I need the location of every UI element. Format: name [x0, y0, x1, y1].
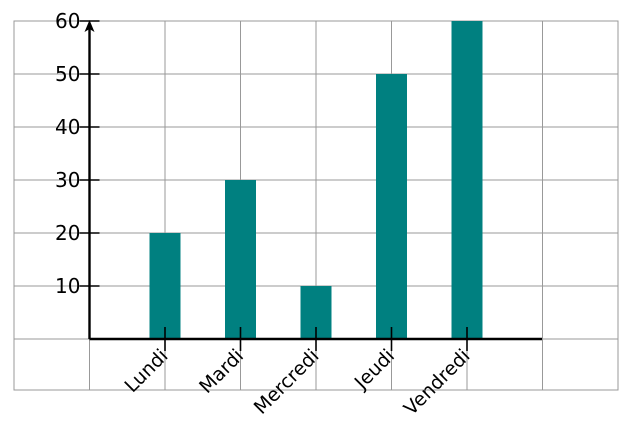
y-axis-arrow: [84, 20, 95, 32]
bars: [149, 21, 483, 339]
x-tick-label: Mercredi: [250, 345, 324, 419]
y-ticks: 10 20 30 40 50 60: [55, 9, 100, 298]
y-tick-label: 60: [55, 9, 80, 33]
bar-jeudi: [376, 74, 407, 339]
y-tick-label: 20: [55, 221, 80, 245]
y-tick-label: 30: [55, 168, 80, 192]
bar-mardi: [225, 180, 256, 339]
bar-vendredi: [451, 21, 483, 339]
x-tick-label: Vendredi: [400, 345, 475, 420]
y-tick-label: 50: [55, 62, 80, 86]
y-tick-label: 40: [55, 115, 80, 139]
y-tick-label: 10: [55, 274, 80, 298]
bar-lundi: [149, 233, 181, 339]
x-ticks: Lundi Mardi Mercredi Jeudi Vendredi: [120, 327, 475, 420]
